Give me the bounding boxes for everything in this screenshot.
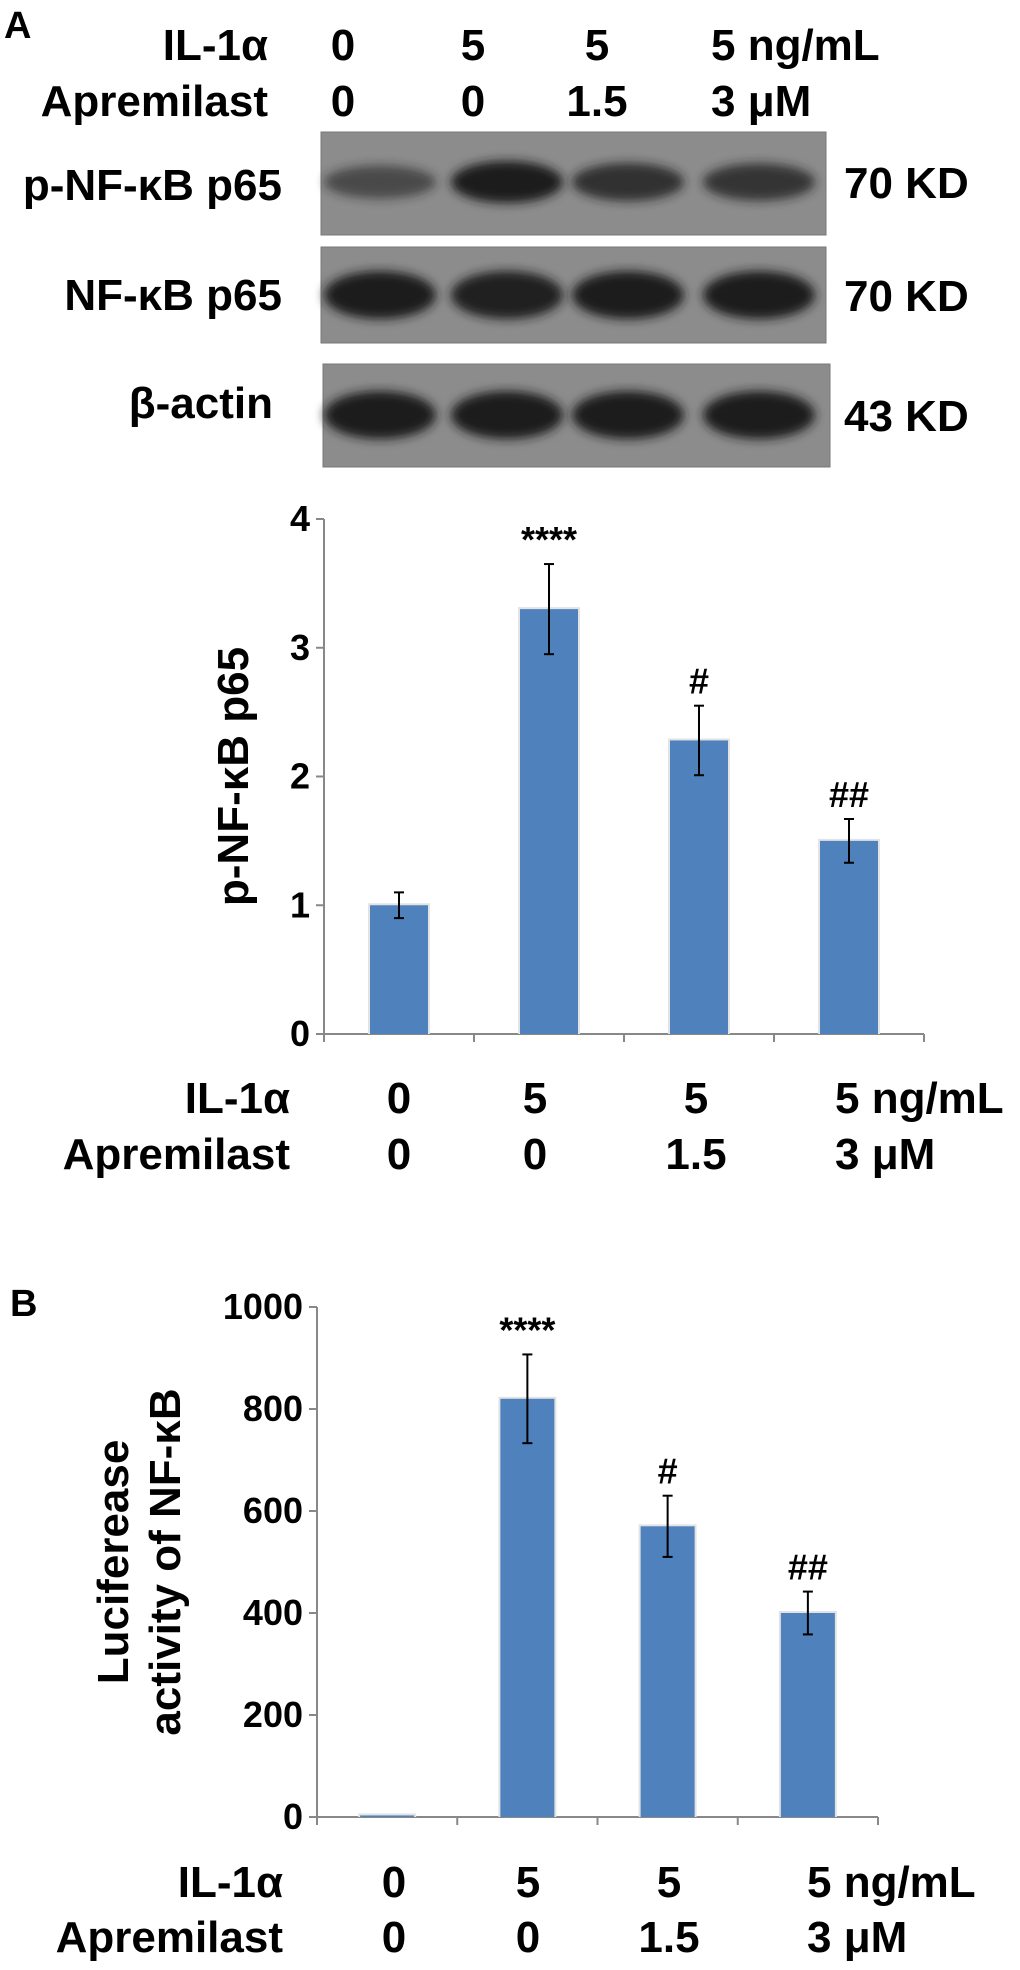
treatment-value: 0 (387, 1130, 411, 1179)
blot-band (451, 391, 563, 439)
blot-band (324, 391, 436, 439)
molecular-weight-label: 70 KD (844, 272, 969, 321)
molecular-weight-label: 70 KD (844, 159, 969, 208)
blot-band (703, 163, 815, 201)
treatment-value: 1.5 (566, 77, 627, 126)
blot-band (703, 391, 815, 439)
treatment-value: 5 ng/mL (807, 1858, 976, 1907)
molecular-weight-label: 43 KD (844, 392, 969, 441)
bar (520, 609, 578, 1034)
blot-band (703, 271, 815, 319)
y-tick-label: 3 (290, 627, 310, 668)
treatment-value: 5 (516, 1858, 540, 1907)
y-tick-label: 0 (283, 1796, 303, 1837)
blot-band (324, 165, 436, 199)
significance-mark: ## (829, 774, 869, 815)
treatment-value: 0 (387, 1074, 411, 1123)
treatment-value: 5 ng/mL (835, 1074, 1004, 1123)
y-tick-label: 4 (290, 498, 310, 539)
y-tick-label: 2 (290, 756, 310, 797)
y-axis-label: p-NF-κB p65 (209, 647, 258, 906)
treatment-row-label: IL-1α (163, 21, 268, 70)
bar (360, 1815, 415, 1817)
panel-a-label: A (4, 5, 31, 47)
blot-band (572, 271, 684, 319)
treatment-value: 0 (331, 77, 355, 126)
treatment-value: 3 μM (711, 77, 811, 126)
treatment-value: 0 (523, 1130, 547, 1179)
blot-band (572, 163, 684, 201)
treatment-value: 0 (461, 77, 485, 126)
bar (640, 1526, 695, 1817)
significance-mark: ## (788, 1547, 828, 1588)
significance-mark: # (689, 661, 709, 702)
blot-row-label: NF-κB p65 (64, 271, 282, 320)
treatment-value: 5 (585, 21, 609, 70)
treatment-value: 0 (382, 1858, 406, 1907)
significance-mark: # (658, 1451, 678, 1492)
treatment-row-label: Apremilast (63, 1130, 291, 1179)
y-tick-label: 400 (243, 1592, 303, 1633)
bar (820, 840, 878, 1034)
treatment-value: 5 (461, 21, 485, 70)
y-tick-label: 0 (290, 1013, 310, 1054)
treatment-value: 5 ng/mL (711, 21, 880, 70)
blot-band (572, 391, 684, 439)
treatment-value: 5 (657, 1858, 681, 1907)
bar (370, 905, 428, 1034)
y-tick-label: 1000 (223, 1286, 303, 1327)
treatment-row-label: Apremilast (41, 77, 269, 126)
bar-shadow (358, 1813, 417, 1817)
treatment-value: 1.5 (638, 1913, 699, 1962)
y-axis-label: Luciferease (89, 1440, 138, 1685)
y-tick-label: 600 (243, 1490, 303, 1531)
y-tick-label: 1 (290, 884, 310, 925)
treatment-row-label: IL-1α (178, 1858, 283, 1907)
blot-row-label: β-actin (129, 379, 273, 428)
treatment-value: 3 μM (835, 1130, 935, 1179)
bar (500, 1398, 555, 1817)
blot-band (451, 161, 563, 203)
significance-mark: **** (499, 1309, 555, 1350)
treatment-value: 0 (516, 1913, 540, 1962)
panel-b-label: B (10, 1283, 37, 1325)
blot-row-label: p-NF-κB p65 (23, 161, 282, 210)
blot-band (324, 271, 436, 319)
treatment-value: 5 (523, 1074, 547, 1123)
treatment-value: 0 (382, 1913, 406, 1962)
western-blots: p-NF-κB p65 70 KD NF-κB p65 70 KD β-actin 43 … (23, 131, 969, 468)
treatment-row-label: IL-1α (185, 1074, 290, 1123)
treatment-row-label: Apremilast (56, 1913, 284, 1962)
blot-band (451, 271, 563, 319)
treatment-value: 3 μM (807, 1913, 907, 1962)
treatment-header: IL-1α 0 5 5 5 ng/mL Apremilast 0 0 1.5 3 μM (41, 21, 880, 126)
y-tick-label: 800 (243, 1388, 303, 1429)
significance-mark: **** (521, 519, 577, 560)
treatment-value: 1.5 (665, 1130, 726, 1179)
bar (670, 740, 728, 1034)
y-axis-label: activity of NF-κB (141, 1388, 190, 1735)
treatment-value: 0 (331, 21, 355, 70)
bar (780, 1613, 835, 1817)
treatment-value: 5 (684, 1074, 708, 1123)
y-tick-label: 200 (243, 1694, 303, 1735)
